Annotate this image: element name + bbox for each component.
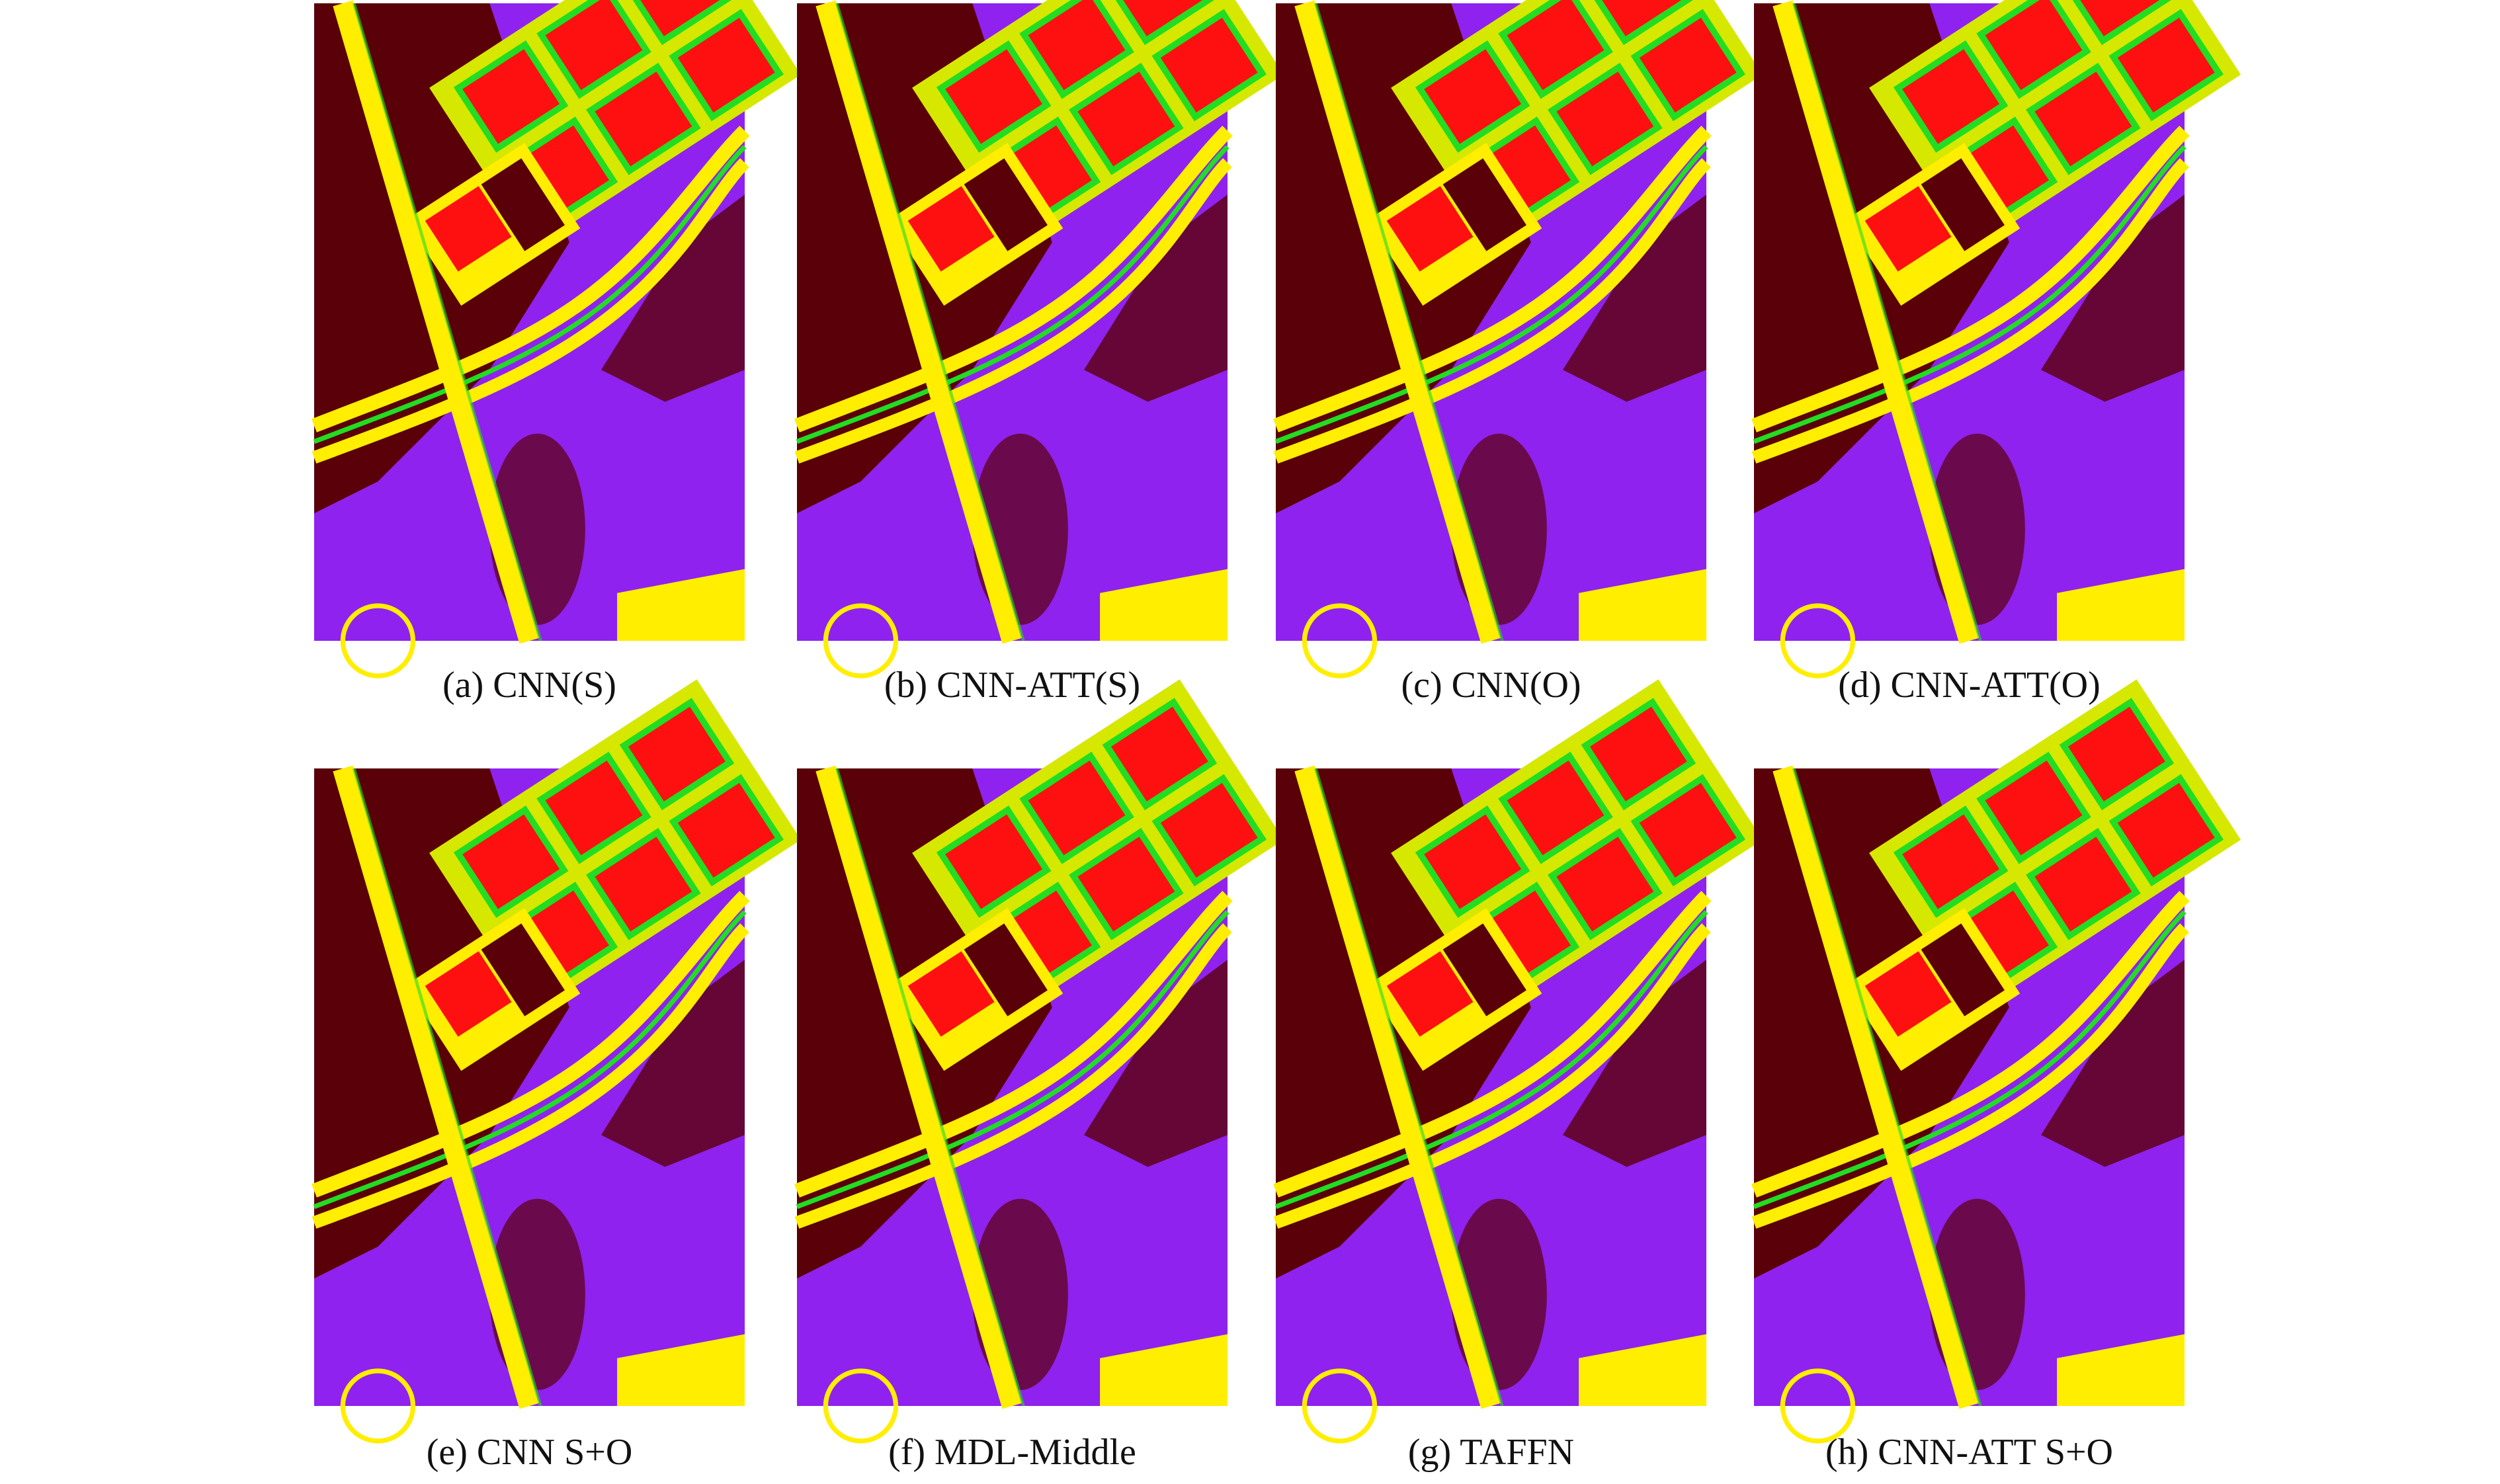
panel-caption: (a) CNN(S) [442,665,616,706]
classification-map [314,0,801,676]
classification-map [1754,0,2241,676]
panel [1754,679,2241,1441]
panel [1276,0,1763,676]
panel [797,679,1284,1441]
classification-map [797,0,1284,676]
panel-caption: (d) CNN-ATT(O) [1838,665,2101,706]
panel-caption: (g) TAFFN [1408,1432,1574,1473]
panel [1276,679,1763,1441]
panel-caption: (c) CNN(O) [1401,665,1581,706]
panel [1754,0,2241,676]
panel-caption: (b) CNN-ATT(S) [884,665,1140,706]
panel [314,679,801,1441]
panel-caption: (h) CNN-ATT S+O [1825,1432,2113,1473]
classification-map [1276,679,1763,1441]
classification-map [797,679,1284,1441]
panel [314,0,801,676]
panel [797,0,1284,676]
classification-map [314,679,801,1441]
panel-caption: (f) MDL-Middle [888,1432,1136,1473]
classification-map [1754,679,2241,1441]
panel-caption: (e) CNN S+O [427,1432,633,1473]
classification-map [1276,0,1763,676]
